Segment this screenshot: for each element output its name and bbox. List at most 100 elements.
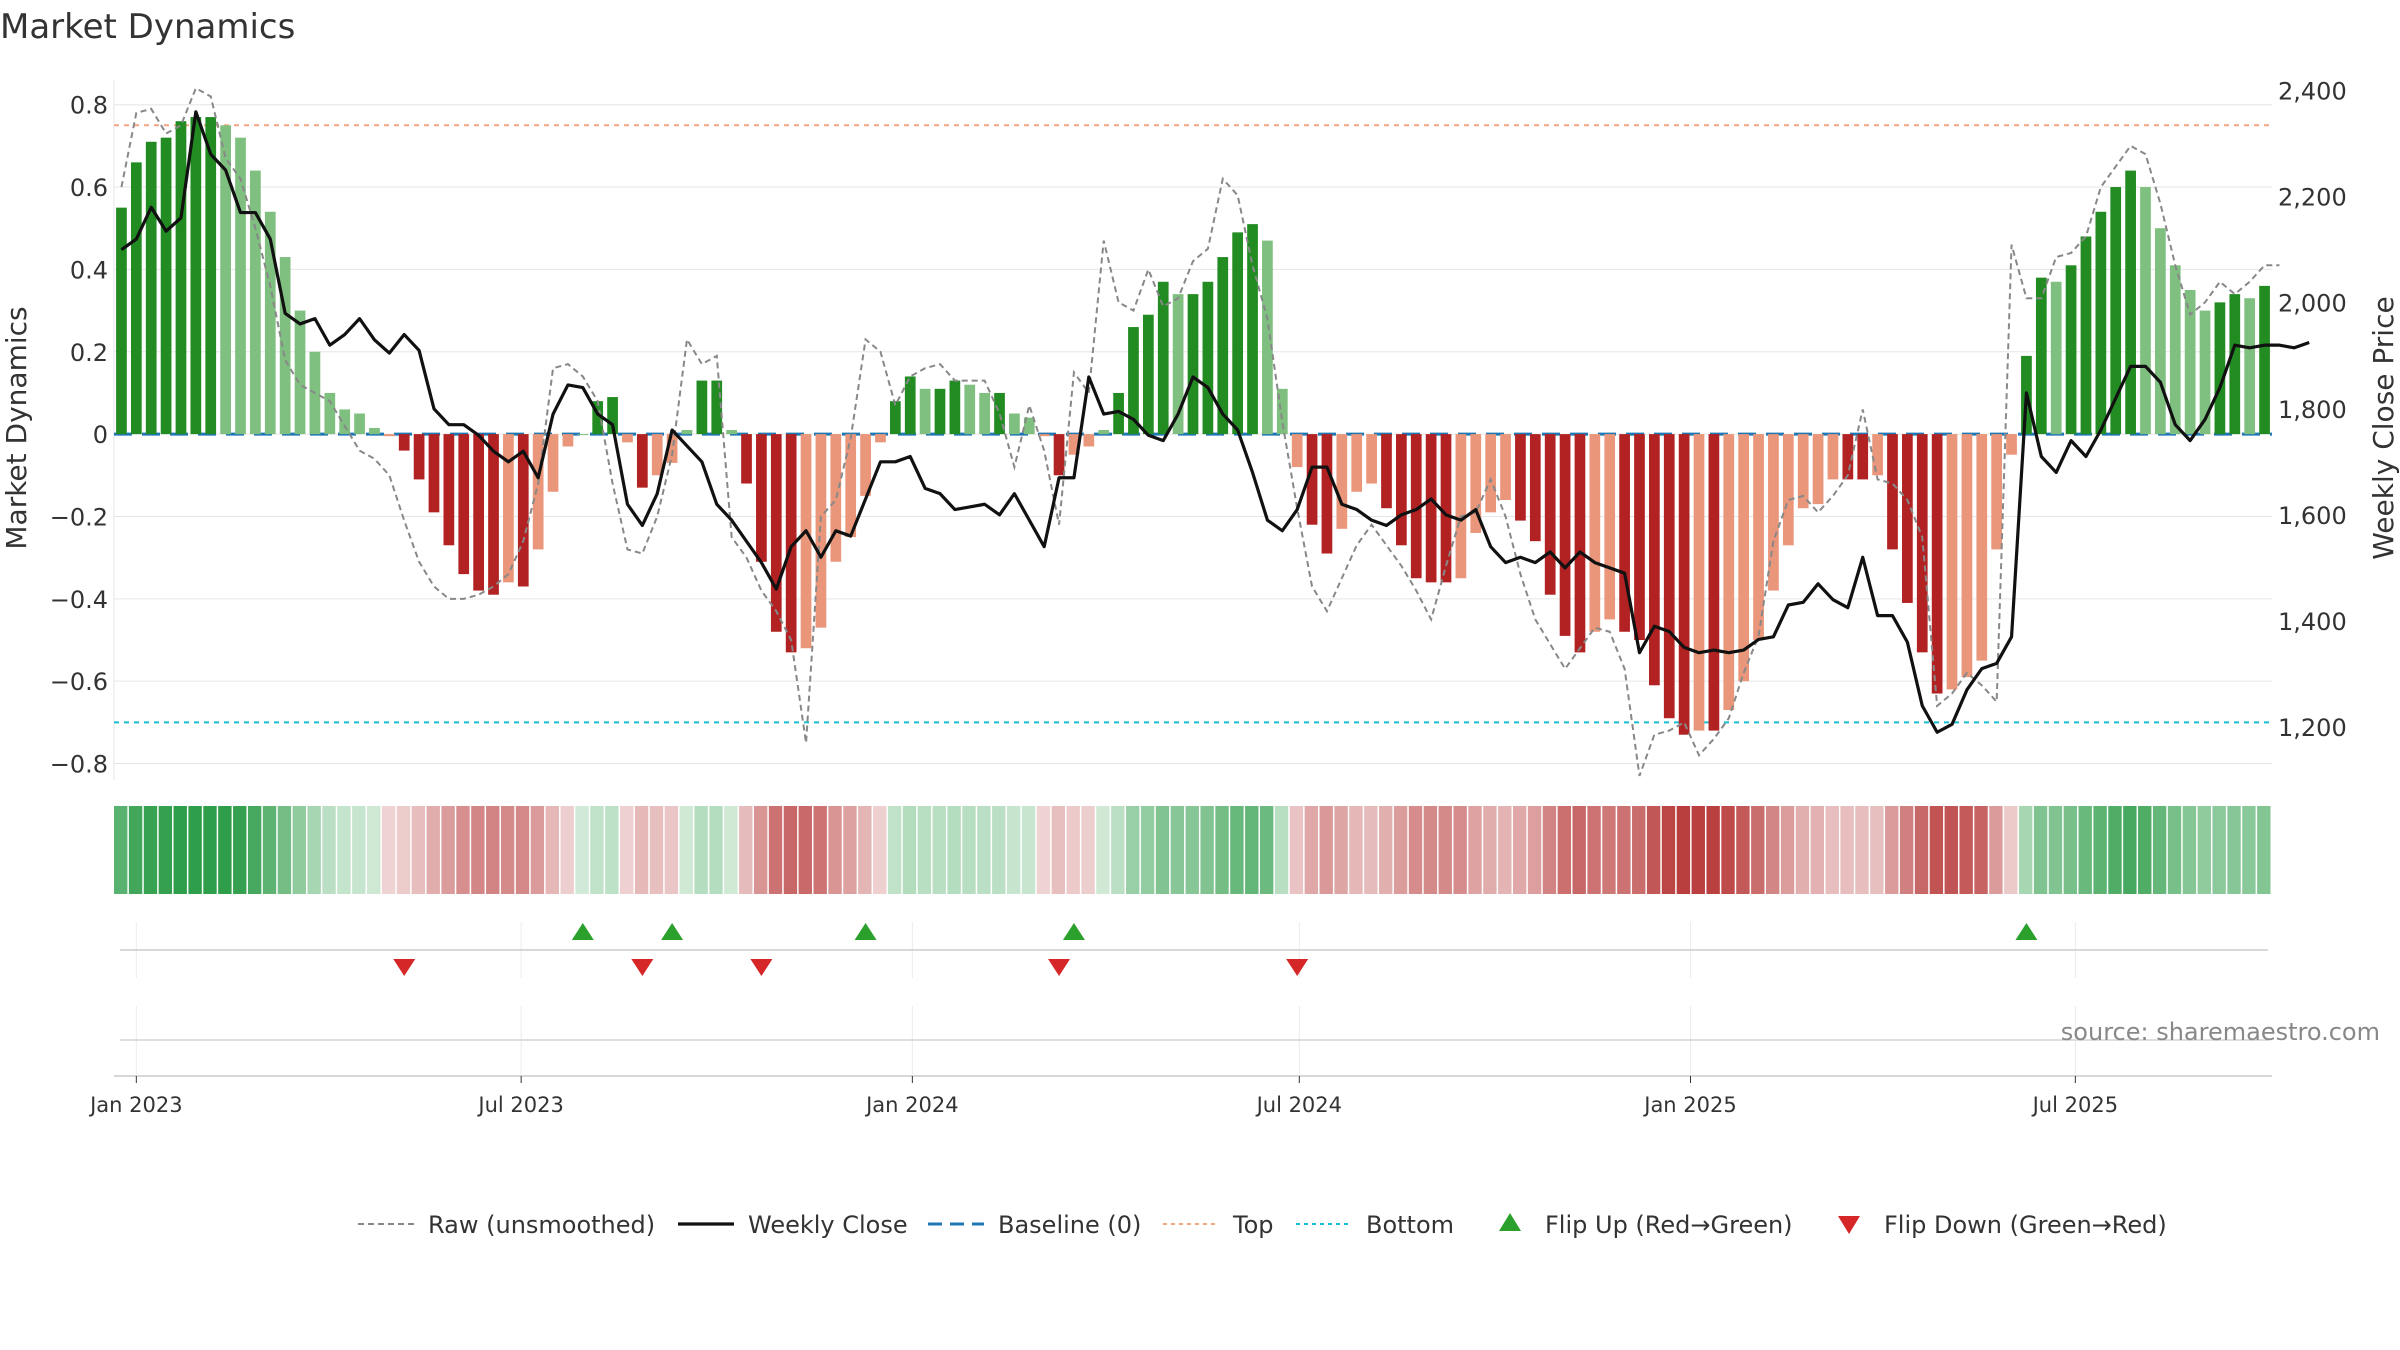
strip-cell: [1646, 806, 1661, 894]
bar: [1916, 434, 1928, 653]
bar: [1410, 434, 1422, 579]
bar: [279, 257, 291, 435]
strip-cell: [1527, 806, 1542, 894]
strip-cell: [411, 806, 426, 894]
strip-cell: [188, 806, 202, 894]
strip-cell: [426, 806, 440, 894]
strip-cell: [560, 806, 574, 894]
strip-cell: [1468, 806, 1482, 894]
legend-label: Baseline (0): [998, 1211, 1141, 1239]
bar: [1559, 434, 1571, 636]
bar: [1366, 434, 1377, 484]
strip-cell: [1155, 806, 1170, 894]
strip-cell: [2063, 806, 2078, 894]
strip-cell: [1974, 806, 1988, 894]
bar: [1619, 434, 1630, 632]
strip-cell: [2093, 806, 2107, 894]
strip-cell: [1453, 806, 1467, 894]
bar: [1321, 434, 1333, 554]
strip-cell: [962, 806, 976, 894]
bar: [636, 434, 648, 488]
bar: [1262, 240, 1273, 435]
bar: [1902, 434, 1913, 603]
flip-down-marker: [393, 959, 416, 976]
strip-cell: [1379, 806, 1393, 894]
strip-cell: [1914, 806, 1929, 894]
strip-cell: [2108, 806, 2122, 894]
strip-cell: [753, 806, 768, 894]
y-axis-right: 2,400 2,200 2,000 1,800 1,600 1,400 1,200: [2278, 78, 2347, 742]
bars: [116, 117, 2270, 735]
bar: [1738, 434, 1750, 682]
bar: [1440, 434, 1452, 583]
strip-cell: [2152, 806, 2167, 894]
bar: [860, 434, 871, 496]
bar: [1336, 434, 1348, 529]
strip-cell: [1289, 806, 1304, 894]
bar: [651, 434, 663, 476]
bar: [1768, 434, 1779, 591]
strip-cell: [858, 806, 872, 894]
bar: [547, 434, 559, 492]
y-axis-left: 0.8 0.6 0.4 0.2 0 −0.2 −0.4 −0.6 −0.8: [50, 92, 108, 779]
lower-panel: [114, 1006, 2272, 1077]
legend-swatch: [1499, 1213, 1521, 1231]
bar: [1797, 434, 1809, 509]
strip-cell: [2018, 806, 2033, 894]
bar: [1529, 434, 1541, 542]
strip-cell: [456, 806, 470, 894]
strip-cell: [515, 806, 530, 894]
bar: [1857, 434, 1869, 480]
legend-label: Raw (unsmoothed): [428, 1211, 655, 1239]
legend-item: Bottom: [1296, 1211, 1454, 1239]
bar: [205, 117, 217, 435]
strip-cell: [590, 806, 604, 894]
bar: [1931, 434, 1943, 694]
bar: [488, 434, 499, 595]
bar: [1544, 434, 1556, 595]
strip-cell: [1676, 806, 1691, 894]
strip-cell: [977, 806, 991, 894]
strip-cell: [1051, 806, 1065, 894]
strip-cell: [1736, 806, 1750, 894]
strip-cell: [1349, 806, 1363, 894]
strip-cell: [1006, 806, 1021, 894]
bar: [2199, 310, 2211, 435]
bar: [696, 380, 708, 435]
strip-cell: [1081, 806, 1095, 894]
legend-label: Weekly Close: [748, 1211, 908, 1239]
bar: [1574, 434, 1586, 653]
flip-up-marker: [1062, 923, 1085, 940]
strip-cell: [1944, 806, 1958, 894]
bar: [2095, 211, 2107, 435]
strip-cell: [396, 806, 411, 894]
bar: [1128, 327, 1139, 435]
flip-down-marker: [750, 959, 773, 976]
flip-markers: [120, 922, 2268, 978]
strip-cell: [1423, 806, 1438, 894]
bar: [1396, 434, 1407, 546]
strip-cell: [947, 806, 961, 894]
bar: [2125, 170, 2136, 435]
strip-cell: [307, 806, 321, 894]
strip-cell: [381, 806, 396, 894]
bar: [1678, 434, 1690, 735]
bar: [1306, 434, 1318, 525]
strip-cell: [1096, 806, 1110, 894]
strip-cell: [1929, 806, 1944, 894]
x-tick-label: Jan 2023: [88, 1093, 183, 1117]
strip-cell: [768, 806, 783, 894]
bar: [1276, 388, 1288, 435]
y-tick-label: 0.2: [70, 339, 108, 367]
y-tick-label: −0.6: [50, 668, 108, 696]
strip-cell: [887, 806, 902, 894]
bar: [2065, 265, 2077, 435]
strip-cell: [1304, 806, 1319, 894]
bar: [473, 434, 484, 591]
strip-cell: [1140, 806, 1155, 894]
bar: [2244, 298, 2256, 435]
strip-cell: [664, 806, 679, 894]
bar: [2259, 285, 2270, 435]
bar: [681, 430, 693, 435]
raw-line: [120, 86, 2280, 777]
